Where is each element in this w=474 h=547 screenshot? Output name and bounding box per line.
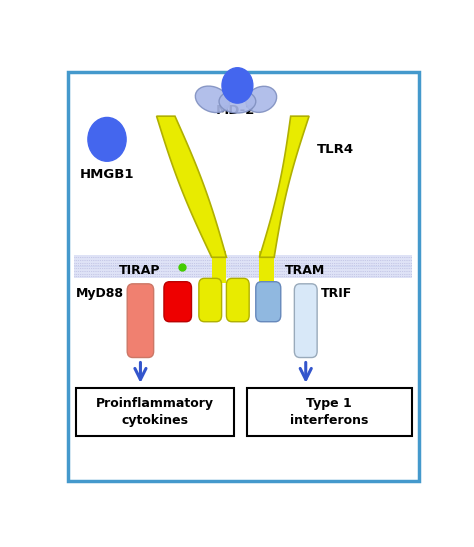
FancyBboxPatch shape <box>212 251 227 283</box>
Polygon shape <box>156 116 227 257</box>
Ellipse shape <box>246 86 277 112</box>
FancyBboxPatch shape <box>256 282 281 322</box>
FancyBboxPatch shape <box>74 266 412 278</box>
FancyBboxPatch shape <box>227 278 249 322</box>
Circle shape <box>222 68 253 103</box>
FancyBboxPatch shape <box>68 72 419 480</box>
Text: Proinflammatory
cytokines: Proinflammatory cytokines <box>96 397 214 427</box>
FancyBboxPatch shape <box>164 282 191 322</box>
Text: MyD88: MyD88 <box>75 287 124 300</box>
Text: HMGB1: HMGB1 <box>80 167 134 181</box>
FancyBboxPatch shape <box>76 388 234 437</box>
Circle shape <box>88 118 126 161</box>
FancyBboxPatch shape <box>199 278 222 322</box>
Ellipse shape <box>219 90 256 113</box>
FancyBboxPatch shape <box>294 284 317 358</box>
FancyBboxPatch shape <box>259 251 274 283</box>
FancyBboxPatch shape <box>246 388 412 437</box>
Text: Type 1
interferons: Type 1 interferons <box>290 397 368 427</box>
Text: TRIF: TRIF <box>321 287 352 300</box>
Text: MD-2: MD-2 <box>216 103 255 117</box>
Text: TRAM: TRAM <box>284 264 325 277</box>
Text: TIRAP: TIRAP <box>119 264 160 277</box>
Text: TLR4: TLR4 <box>316 143 354 156</box>
FancyBboxPatch shape <box>127 284 154 358</box>
FancyBboxPatch shape <box>74 255 412 267</box>
Polygon shape <box>259 116 309 257</box>
Ellipse shape <box>195 86 229 113</box>
